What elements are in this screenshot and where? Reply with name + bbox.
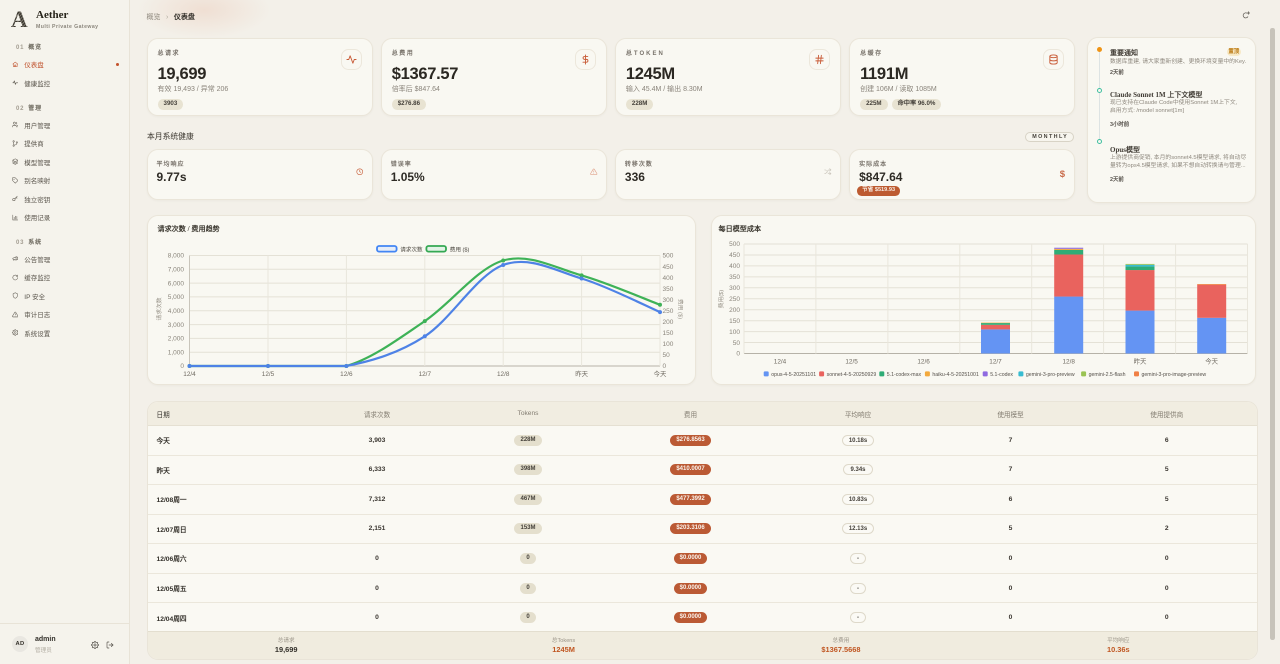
svg-text:12/5: 12/5 — [261, 371, 274, 378]
svg-text:4,000: 4,000 — [167, 308, 184, 315]
svg-text:150: 150 — [662, 330, 673, 337]
svg-text:请求次数: 请求次数 — [155, 297, 163, 320]
svg-text:gemini-3-pro-preview: gemini-3-pro-preview — [1026, 372, 1075, 378]
svg-text:sonnet-4-5-20250929: sonnet-4-5-20250929 — [827, 372, 877, 378]
svg-text:500: 500 — [729, 241, 740, 248]
svg-text:6,000: 6,000 — [167, 280, 184, 287]
svg-text:12/5: 12/5 — [845, 359, 858, 366]
svg-text:0: 0 — [180, 363, 184, 370]
svg-text:haiku-4-5-20251001: haiku-4-5-20251001 — [932, 372, 979, 378]
svg-text:12/4: 12/4 — [183, 371, 196, 378]
svg-text:500: 500 — [662, 253, 673, 260]
svg-text:300: 300 — [662, 297, 673, 304]
svg-text:12/7: 12/7 — [418, 371, 431, 378]
svg-text:12/6: 12/6 — [917, 359, 930, 366]
svg-text:昨天: 昨天 — [575, 369, 588, 378]
svg-text:请求次数: 请求次数 — [400, 245, 423, 253]
svg-text:gemini-3-pro-image-preview: gemini-3-pro-image-preview — [1142, 372, 1207, 378]
svg-text:7,000: 7,000 — [167, 267, 184, 274]
svg-text:opus-4-5-20251101: opus-4-5-20251101 — [771, 372, 816, 378]
svg-text:gemini-2.5-flash: gemini-2.5-flash — [1089, 372, 1126, 378]
svg-text:5.1-codex: 5.1-codex — [990, 372, 1013, 378]
svg-text:50: 50 — [733, 340, 741, 347]
svg-text:0: 0 — [736, 351, 740, 358]
svg-text:250: 250 — [662, 308, 673, 315]
svg-text:250: 250 — [729, 296, 740, 303]
svg-text:2,000: 2,000 — [167, 336, 184, 343]
svg-text:150: 150 — [729, 318, 740, 325]
svg-text:今天: 今天 — [1205, 357, 1218, 366]
svg-text:12/7: 12/7 — [989, 359, 1002, 366]
svg-text:3,000: 3,000 — [167, 322, 184, 329]
svg-text:费用 ($): 费用 ($) — [676, 299, 684, 319]
svg-text:100: 100 — [662, 341, 673, 348]
svg-text:费用 ($): 费用 ($) — [449, 245, 469, 253]
svg-text:50: 50 — [662, 352, 670, 359]
svg-text:0: 0 — [662, 363, 666, 370]
svg-text:昨天: 昨天 — [1134, 357, 1147, 366]
svg-text:5,000: 5,000 — [167, 294, 184, 301]
svg-text:费用($): 费用($) — [717, 290, 725, 309]
svg-text:450: 450 — [729, 252, 740, 259]
svg-text:200: 200 — [729, 307, 740, 314]
svg-text:今天: 今天 — [653, 369, 666, 378]
svg-text:12/8: 12/8 — [496, 371, 509, 378]
svg-text:450: 450 — [662, 264, 673, 271]
svg-text:350: 350 — [729, 274, 740, 281]
svg-text:12/8: 12/8 — [1062, 359, 1075, 366]
svg-text:8,000: 8,000 — [167, 253, 184, 260]
svg-text:12/6: 12/6 — [340, 371, 353, 378]
svg-text:400: 400 — [729, 263, 740, 270]
svg-text:1,000: 1,000 — [167, 349, 184, 356]
svg-text:5.1-codex-max: 5.1-codex-max — [887, 372, 922, 378]
svg-text:400: 400 — [662, 275, 673, 282]
svg-text:12/4: 12/4 — [774, 359, 787, 366]
svg-text:300: 300 — [729, 285, 740, 292]
svg-text:200: 200 — [662, 319, 673, 326]
svg-text:100: 100 — [729, 329, 740, 336]
svg-text:350: 350 — [662, 286, 673, 293]
